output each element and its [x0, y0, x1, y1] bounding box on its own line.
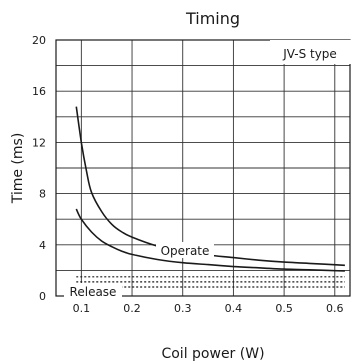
x-tick-label: 0.5 [275, 302, 293, 315]
grid [56, 40, 350, 296]
operate-annotation: Operate [161, 244, 210, 258]
y-axis-label: Time (ms) [10, 133, 26, 205]
x-tick-label: 0.4 [225, 302, 243, 315]
y-tick-label: 8 [39, 188, 46, 201]
type-label: JV-S type [282, 47, 337, 61]
release-annotation: Release [70, 285, 117, 299]
chart-title: Timing [185, 9, 240, 28]
series-group [75, 106, 345, 288]
x-tick-labels: 0.1 0.2 0.3 0.4 0.5 0.6 [73, 302, 344, 315]
timing-curve [75, 106, 345, 267]
y-tick-labels: 0 4 8 12 16 20 [32, 34, 46, 303]
type-label-bg [270, 40, 351, 64]
plot-frame [55, 39, 351, 297]
x-tick-label: 0.2 [123, 302, 141, 315]
y-tick-label: 16 [32, 85, 46, 98]
x-tick-label: 0.1 [73, 302, 91, 315]
y-tick-label: 0 [39, 290, 46, 303]
release-label-bg [64, 283, 122, 299]
y-tick-label: 4 [39, 239, 46, 252]
x-tick-label: 0.6 [326, 302, 344, 315]
operate-label-bg [156, 242, 214, 258]
y-tick-label: 12 [32, 136, 46, 149]
x-axis-label: Coil power (W) [161, 346, 264, 362]
timing-curve [75, 208, 345, 272]
y-tick-label: 20 [32, 34, 46, 47]
x-tick-label: 0.3 [174, 302, 192, 315]
